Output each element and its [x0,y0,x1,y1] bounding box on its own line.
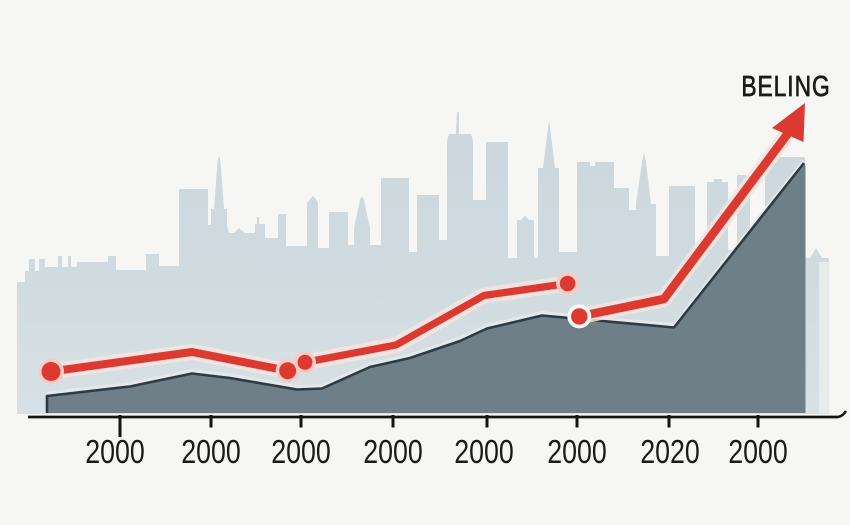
svg-text:2000: 2000 [271,434,331,470]
svg-text:2000: 2000 [547,434,607,470]
svg-text:2000: 2000 [181,434,241,470]
svg-text:2000: 2000 [728,434,788,470]
svg-text:2000: 2000 [363,434,423,470]
svg-text:BELING: BELING [741,72,830,103]
svg-text:2020: 2020 [640,434,700,470]
svg-text:2000: 2000 [85,434,145,470]
svg-text:2000: 2000 [454,434,514,470]
